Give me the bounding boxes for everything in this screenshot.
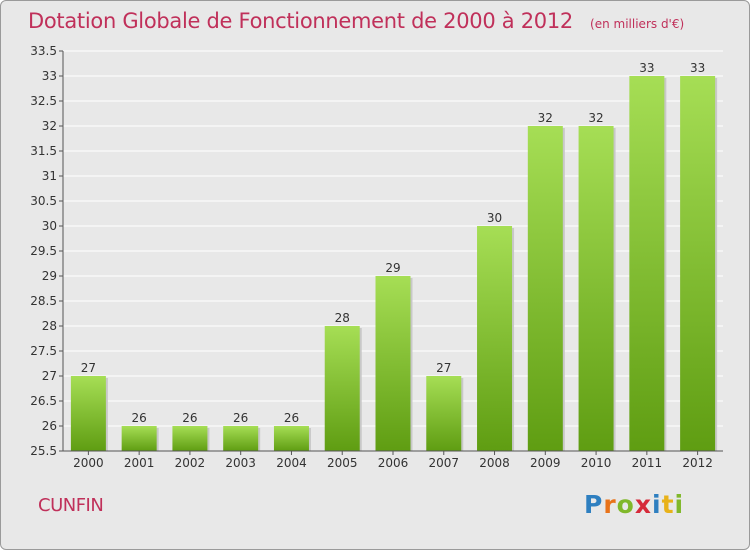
data-label-2010: 32 — [588, 111, 603, 125]
y-tick-label: 27.5 — [30, 344, 57, 358]
x-tick-label-2011: 2011 — [632, 456, 663, 470]
x-tick-label-2006: 2006 — [378, 456, 409, 470]
data-label-2003: 26 — [233, 411, 248, 425]
bar-2007 — [426, 376, 462, 451]
y-tick-label: 32.5 — [30, 94, 57, 108]
bar-2004 — [273, 426, 309, 451]
y-tick-label: 31.5 — [30, 144, 57, 158]
data-label-2002: 26 — [182, 411, 197, 425]
x-tick-label-2003: 2003 — [225, 456, 256, 470]
bar-2006 — [375, 276, 411, 451]
logo-letter: P — [584, 490, 604, 519]
y-tick-label: 25.5 — [30, 444, 57, 458]
logo-letter: i — [652, 490, 662, 519]
data-label-2012: 33 — [690, 61, 705, 75]
bar-2012 — [680, 76, 716, 451]
bar-2010 — [578, 126, 614, 451]
data-label-2007: 27 — [436, 361, 451, 375]
logo-letter: o — [616, 490, 635, 519]
y-tick-label: 33.5 — [30, 44, 57, 58]
data-label-2000: 27 — [81, 361, 96, 375]
bar-2001 — [121, 426, 157, 451]
bar-2011 — [629, 76, 665, 451]
logo-letter: i — [674, 490, 685, 519]
x-tick-label-2001: 2001 — [124, 456, 155, 470]
y-tick-label: 26 — [42, 419, 57, 433]
x-tick-label-2009: 2009 — [530, 456, 561, 470]
data-label-2008: 30 — [487, 211, 502, 225]
x-tick-label-2012: 2012 — [682, 456, 713, 470]
bars: 27 26 26 26 26 28 29 27 30 32 32 33 33 — [70, 61, 718, 451]
logo-letter: t — [661, 490, 675, 519]
y-tick-label: 32 — [42, 119, 57, 133]
y-tick-label: 28 — [42, 319, 57, 333]
x-tick-label-2008: 2008 — [479, 456, 510, 470]
data-label-2001: 26 — [132, 411, 147, 425]
y-tick-label: 26.5 — [30, 394, 57, 408]
commune-name: CUNFIN — [38, 495, 104, 516]
y-tick-label: 29.5 — [30, 244, 57, 258]
bar-2000 — [70, 376, 106, 451]
proxiti-logo: Proxiti — [584, 490, 684, 519]
x-tick-label-2005: 2005 — [327, 456, 358, 470]
data-label-2006: 29 — [385, 261, 400, 275]
chart-subtitle: (en milliers d'€) — [590, 17, 685, 31]
data-label-2011: 33 — [639, 61, 654, 75]
axes: 25.5 26 26.5 27 27.5 28 28.5 29 29.5 30 30.5 31 31.5… — [30, 44, 723, 470]
y-tick-label: 33 — [42, 69, 57, 83]
x-tick-label-2004: 2004 — [276, 456, 307, 470]
x-tick-label-2007: 2007 — [428, 456, 459, 470]
bar-2009 — [527, 126, 563, 451]
bar-2003 — [223, 426, 259, 451]
data-label-2004: 26 — [284, 411, 299, 425]
bar-2008 — [477, 226, 513, 451]
y-tick-label: 29 — [42, 269, 57, 283]
chart-title: Dotation Globale de Fonctionnement de 20… — [28, 9, 573, 33]
y-tick-label: 30.5 — [30, 194, 57, 208]
y-tick-label: 31 — [42, 169, 57, 183]
y-tick-label: 27 — [42, 369, 57, 383]
x-tick-label-2010: 2010 — [581, 456, 612, 470]
x-tick-label-2000: 2000 — [73, 456, 104, 470]
bar-2005 — [324, 326, 360, 451]
title-row: Dotation Globale de Fonctionnement de 20… — [28, 9, 684, 33]
y-tick-label: 30 — [42, 219, 57, 233]
logo-letter: x — [634, 490, 652, 519]
bar-2002 — [172, 426, 208, 451]
x-tick-label-2002: 2002 — [175, 456, 206, 470]
y-tick-label: 28.5 — [30, 294, 57, 308]
logo-letter: r — [603, 490, 617, 519]
data-label-2009: 32 — [538, 111, 553, 125]
data-label-2005: 28 — [335, 311, 350, 325]
